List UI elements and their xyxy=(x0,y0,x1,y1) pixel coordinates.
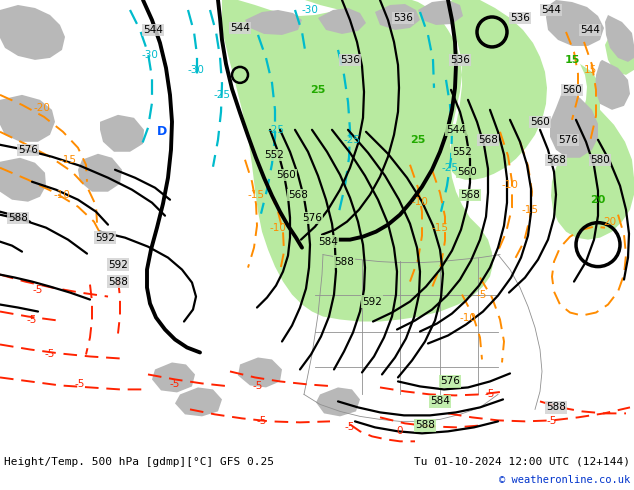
Text: 568: 568 xyxy=(288,190,308,200)
Text: 544: 544 xyxy=(580,25,600,35)
Text: 544: 544 xyxy=(446,125,466,135)
Text: 576: 576 xyxy=(302,213,322,222)
Polygon shape xyxy=(316,388,360,416)
Text: 588: 588 xyxy=(546,402,566,413)
Text: -5: -5 xyxy=(75,379,85,390)
Text: 544: 544 xyxy=(541,5,561,15)
Text: -5: -5 xyxy=(485,390,495,399)
Text: 560: 560 xyxy=(276,170,296,180)
Text: 552: 552 xyxy=(452,147,472,157)
Polygon shape xyxy=(0,95,55,142)
Polygon shape xyxy=(550,90,598,158)
Text: 576: 576 xyxy=(440,376,460,387)
Text: © weatheronline.co.uk: © weatheronline.co.uk xyxy=(499,475,630,485)
Text: -10: -10 xyxy=(411,196,429,207)
Text: 592: 592 xyxy=(362,296,382,307)
Polygon shape xyxy=(318,8,366,34)
Text: 536: 536 xyxy=(450,55,470,65)
Text: -5: -5 xyxy=(547,416,557,426)
Text: Tu 01-10-2024 12:00 UTC (12+144): Tu 01-10-2024 12:00 UTC (12+144) xyxy=(414,457,630,466)
Text: -5: -5 xyxy=(477,290,487,299)
Text: -5: -5 xyxy=(257,416,267,426)
Text: 15: 15 xyxy=(583,65,597,75)
Text: 576: 576 xyxy=(558,135,578,145)
Polygon shape xyxy=(443,0,547,180)
Text: 536: 536 xyxy=(340,55,360,65)
Text: 592: 592 xyxy=(108,260,128,270)
Text: 584: 584 xyxy=(318,237,338,246)
Text: 588: 588 xyxy=(415,420,435,430)
Text: D: D xyxy=(157,125,167,138)
Text: 588: 588 xyxy=(8,213,28,222)
Text: 588: 588 xyxy=(108,276,128,287)
Text: 20: 20 xyxy=(604,217,616,227)
Polygon shape xyxy=(551,64,634,240)
Text: 568: 568 xyxy=(546,155,566,165)
Text: -5: -5 xyxy=(170,379,180,390)
Text: 25: 25 xyxy=(410,135,425,145)
Polygon shape xyxy=(595,60,630,110)
Text: 560: 560 xyxy=(562,85,582,95)
Text: -10: -10 xyxy=(501,180,519,190)
Text: -10: -10 xyxy=(460,313,476,322)
Text: -5: -5 xyxy=(33,285,43,294)
Text: 560: 560 xyxy=(530,117,550,127)
Text: 580: 580 xyxy=(590,155,610,165)
Polygon shape xyxy=(0,5,65,60)
Text: -15: -15 xyxy=(247,190,264,200)
Text: -15: -15 xyxy=(60,155,77,165)
Text: 20: 20 xyxy=(590,195,605,205)
Text: -30: -30 xyxy=(302,5,318,15)
Polygon shape xyxy=(0,158,46,202)
Polygon shape xyxy=(175,388,222,416)
Text: -10: -10 xyxy=(269,222,287,233)
Text: 584: 584 xyxy=(430,396,450,406)
Text: 592: 592 xyxy=(95,233,115,243)
Text: -5: -5 xyxy=(45,349,55,360)
Text: 576: 576 xyxy=(18,145,38,155)
Polygon shape xyxy=(418,0,463,25)
Text: 544: 544 xyxy=(143,25,163,35)
Polygon shape xyxy=(605,15,634,62)
Polygon shape xyxy=(238,358,282,388)
Text: 568: 568 xyxy=(478,135,498,145)
Text: 544: 544 xyxy=(230,23,250,33)
Text: -10: -10 xyxy=(53,190,70,200)
Text: -15: -15 xyxy=(522,205,538,215)
Text: 536: 536 xyxy=(393,13,413,23)
Text: 536: 536 xyxy=(510,13,530,23)
Polygon shape xyxy=(546,0,604,46)
Text: 25: 25 xyxy=(310,85,326,95)
Polygon shape xyxy=(245,10,302,35)
Text: -15: -15 xyxy=(432,222,448,233)
Text: 15: 15 xyxy=(564,55,579,65)
Text: 560: 560 xyxy=(457,167,477,177)
Polygon shape xyxy=(152,363,195,392)
Text: -5: -5 xyxy=(345,422,355,432)
Text: -5: -5 xyxy=(253,381,263,392)
Text: 568: 568 xyxy=(460,190,480,200)
Polygon shape xyxy=(375,4,420,30)
Text: -20: -20 xyxy=(34,103,51,113)
Text: Height/Temp. 500 hPa [gdmp][°C] GFS 0.25: Height/Temp. 500 hPa [gdmp][°C] GFS 0.25 xyxy=(4,457,274,466)
Text: 0: 0 xyxy=(397,426,403,437)
Text: 552: 552 xyxy=(264,150,284,160)
Text: -25: -25 xyxy=(344,135,361,145)
Polygon shape xyxy=(605,35,634,75)
Polygon shape xyxy=(100,115,144,152)
Text: -25: -25 xyxy=(214,90,231,100)
Polygon shape xyxy=(222,0,493,321)
Text: -30: -30 xyxy=(141,50,158,60)
Polygon shape xyxy=(305,0,395,12)
Text: -25: -25 xyxy=(441,163,458,173)
Polygon shape xyxy=(78,154,122,192)
Text: -25: -25 xyxy=(268,125,285,135)
Text: 588: 588 xyxy=(334,257,354,267)
Text: -5: -5 xyxy=(27,315,37,324)
Text: -30: -30 xyxy=(188,65,204,75)
